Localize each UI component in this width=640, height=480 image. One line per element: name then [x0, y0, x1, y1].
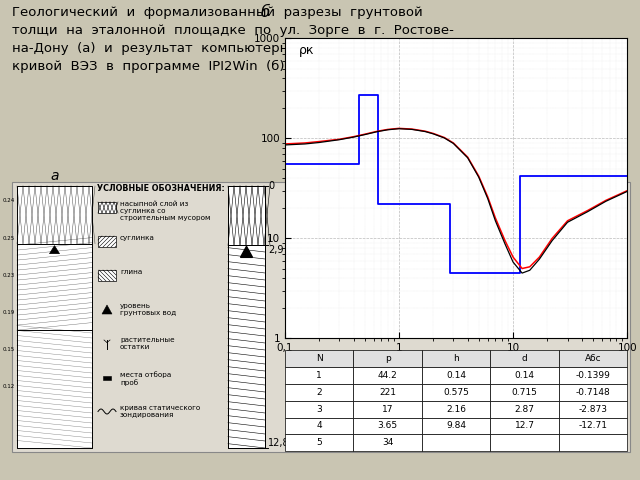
Bar: [228, 186, 265, 448]
Text: 0.23: 0.23: [3, 273, 15, 278]
X-axis label: АВ/2: АВ/2: [442, 356, 470, 369]
Bar: [17, 186, 92, 244]
Text: суглинка: суглинка: [120, 235, 155, 241]
Bar: [103, 375, 111, 380]
Bar: [12, 182, 630, 452]
Text: 0.12: 0.12: [3, 384, 15, 389]
Text: толщи  на  эталонной  площадке  по  ул.  Зорге  в  г.  Ростове-: толщи на эталонной площадке по ул. Зорге…: [12, 24, 454, 37]
Text: 0: 0: [268, 181, 274, 191]
Text: 0.25: 0.25: [3, 236, 15, 240]
Text: 0.15: 0.15: [3, 347, 15, 352]
Bar: [228, 186, 265, 245]
Text: уровень
грунтовых вод: уровень грунтовых вод: [120, 303, 176, 316]
Text: кривая статического
зондирования: кривая статического зондирования: [120, 405, 200, 418]
Text: кривой  ВЭЗ  в  программе  IPI2Win  (б): кривой ВЭЗ в программе IPI2Win (б): [12, 60, 285, 73]
Text: Геологический  и  формализованный  разрезы  грунтовой: Геологический и формализованный разрезы …: [12, 6, 423, 19]
Bar: [17, 186, 92, 448]
Bar: [17, 244, 92, 330]
Text: 12,8: 12,8: [268, 438, 290, 448]
Polygon shape: [49, 246, 60, 253]
Text: глина: глина: [120, 269, 142, 275]
Text: растительные
остатки: растительные остатки: [120, 337, 175, 350]
Bar: [228, 245, 265, 448]
Polygon shape: [102, 305, 112, 314]
Text: ρк: ρк: [298, 44, 314, 58]
Text: 2,9: 2,9: [268, 245, 284, 255]
Text: УСЛОВНЫЕ ОБОЗНАЧЕНИЯ:: УСЛОВНЫЕ ОБОЗНАЧЕНИЯ:: [97, 184, 225, 193]
Text: насыпной слой из
суглинка со
строительным мусором: насыпной слой из суглинка со строительны…: [120, 201, 211, 221]
Bar: [98, 236, 116, 247]
Text: а: а: [51, 169, 59, 183]
Polygon shape: [241, 246, 253, 257]
Bar: [17, 330, 92, 448]
Bar: [98, 202, 116, 213]
Bar: [98, 270, 116, 281]
Text: 0.24: 0.24: [3, 199, 15, 204]
Text: места отбора
проб: места отбора проб: [120, 371, 172, 386]
Text: 0.19: 0.19: [3, 310, 15, 315]
Text: на-Дону  (а)  и  результат  компьютерной  интерпретации: на-Дону (а) и результат компьютерной инт…: [12, 42, 424, 55]
Text: б: б: [261, 5, 270, 20]
